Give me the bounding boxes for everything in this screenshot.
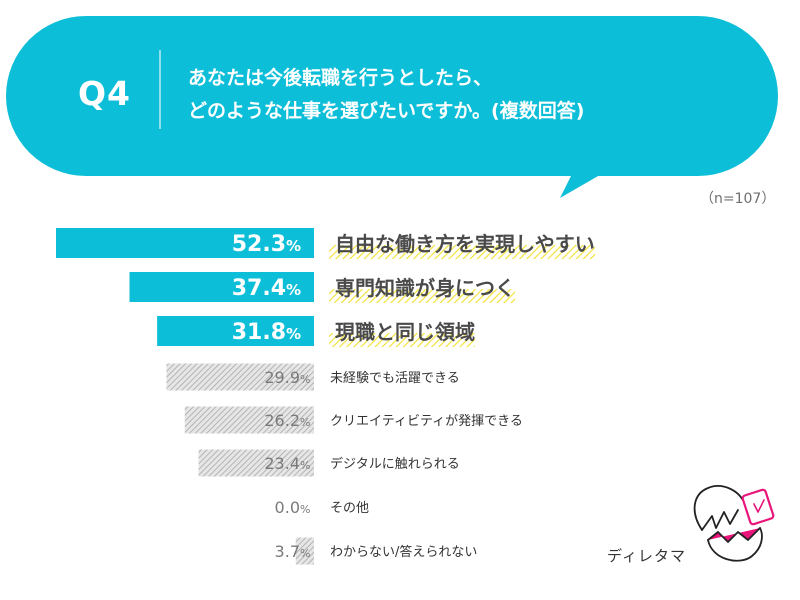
value-unit-6: % [300,459,310,472]
value-label-7: 0.0 [275,498,300,517]
value-label-1: 52.3 [232,232,286,257]
value-unit-1: % [286,237,301,255]
value-unit-5: % [300,416,310,429]
cracked-egg-mascot-icon [693,485,775,562]
category-label-7: その他 [330,501,369,516]
value-unit-3: % [286,325,301,343]
value-unit-4: % [300,373,310,386]
category-label-3: 現職と同じ領域 [335,320,475,344]
category-label-2: 専門知識が身につく [335,276,515,300]
value-label-3: 31.8 [232,320,286,345]
value-label-6: 23.4 [264,454,300,473]
category-label-group: 自由な働き方を実現しやすい専門知識が身につく現職と同じ領域未経験でも活躍できるク… [329,232,595,560]
bar-8 [295,537,314,565]
label-highlight-3 [329,333,475,347]
category-label-1: 自由な働き方を実現しやすい [335,232,595,256]
category-label-5: クリエイティビティが発揮できる [330,414,523,429]
value-label-8: 3.7 [275,542,300,561]
question-line-2: どのような仕事を選びたいですか。(複数回答) [188,100,585,122]
bar-5 [184,406,314,434]
value-label-4: 29.9 [264,368,300,387]
question-bubble [6,16,778,198]
mascot-name: ディレタマ [607,547,686,565]
category-label-8: わからない/答えられない [330,544,477,560]
value-unit-7: % [300,503,310,516]
label-highlight-1 [329,245,595,259]
category-label-4: 未経験でも活躍できる [330,371,460,386]
question-number: Q4 [78,74,132,113]
question-text: あなたは今後転職を行うとしたら、 どのような仕事を選びたいですか。(複数回答) [188,62,584,128]
category-label-6: デジタルに触れられる [330,456,460,472]
value-label-group: 52.3 %37.4 %31.8 %29.9 %26.2 %23.4 %0.0 %3.7% [232,232,311,561]
value-unit-8: % [300,547,310,560]
bar-4 [166,363,314,391]
bar-6 [198,449,314,477]
value-unit-2: % [286,281,301,299]
bar-3 [157,316,314,346]
sample-size-label: （n=107） [700,191,776,207]
bar-1 [56,228,314,258]
label-highlight-2 [329,289,515,303]
bar-group [56,228,314,565]
value-label-2: 37.4 [232,276,286,301]
question-line-1: あなたは今後転職を行うとしたら、 [188,67,493,89]
value-label-5: 26.2 [264,411,300,430]
bar-2 [129,272,314,302]
